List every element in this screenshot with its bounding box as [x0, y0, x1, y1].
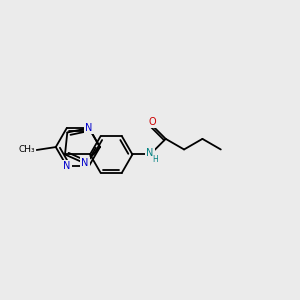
Text: N: N [82, 158, 89, 169]
Text: N: N [146, 148, 154, 158]
Text: CH₃: CH₃ [19, 146, 35, 154]
Text: H: H [152, 155, 158, 164]
Text: N: N [85, 123, 93, 133]
Text: N: N [63, 161, 70, 171]
Text: O: O [148, 117, 156, 127]
